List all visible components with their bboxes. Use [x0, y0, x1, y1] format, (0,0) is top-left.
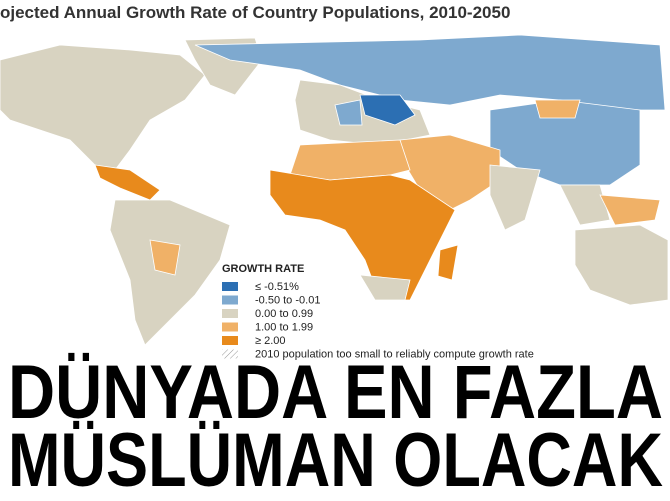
legend-swatch: [222, 282, 238, 291]
legend-label: 1.00 to 1.99: [255, 322, 313, 334]
headline-line: DÜNYADA EN FAZLA: [8, 350, 663, 435]
legend-label: ≥ 2.00: [255, 335, 286, 347]
headline-line: MÜSLÜMAN OLACAK: [8, 418, 663, 501]
legend-swatch: [222, 336, 238, 345]
legend-swatch: [222, 322, 238, 332]
legend-label: -0.50 to -0.01: [255, 295, 320, 307]
legend-label: 2010 population too small to reliably co…: [255, 349, 534, 361]
legend-swatch: [222, 295, 238, 305]
legend: GROWTH RATE ≤ -0.51% -0.50 to -0.010.00 t…: [222, 263, 534, 361]
world-map: [0, 34, 669, 346]
legend-swatch: [222, 309, 238, 318]
legend-label: 0.00 to 0.99: [255, 308, 313, 320]
legend-title: GROWTH RATE: [222, 263, 304, 275]
legend-swatch: [222, 349, 238, 359]
legend-label: ≤ -0.51%: [255, 281, 299, 293]
map-title: ojected Annual Growth Rate of Country Po…: [0, 3, 510, 22]
